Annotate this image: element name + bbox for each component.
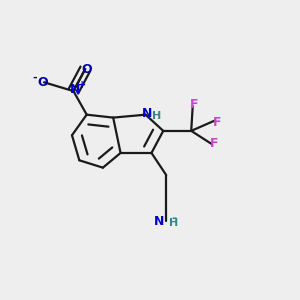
Text: N: N [154,215,164,228]
Text: N: N [142,107,152,120]
Text: N: N [70,83,80,96]
Text: F: F [210,137,218,150]
Text: -: - [32,73,37,83]
Text: +: + [78,80,86,90]
Text: H: H [152,111,161,121]
Text: F: F [213,116,221,128]
Text: O: O [81,62,92,76]
Text: F: F [190,98,198,111]
Text: O: O [37,76,48,89]
Text: H: H [169,218,178,228]
Text: -: - [171,212,176,225]
